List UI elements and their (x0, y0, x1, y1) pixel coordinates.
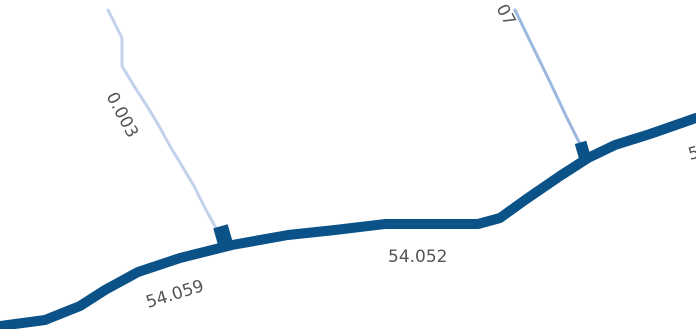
flow-label-main-middle: 54.052 (388, 247, 447, 267)
flow-label-main-right: 5 (686, 143, 696, 165)
junction-marker-right (574, 140, 592, 162)
tributary-left-line (106, 8, 218, 230)
flow-label-main-left: 54.059 (144, 276, 207, 313)
flow-label-tributary-left: 0.003 (102, 89, 143, 141)
junction-marker-left (213, 224, 234, 250)
main-stream-line (0, 113, 696, 329)
flow-label-tributary-right: 07 (492, 1, 520, 29)
tributary-right-line (513, 8, 584, 150)
